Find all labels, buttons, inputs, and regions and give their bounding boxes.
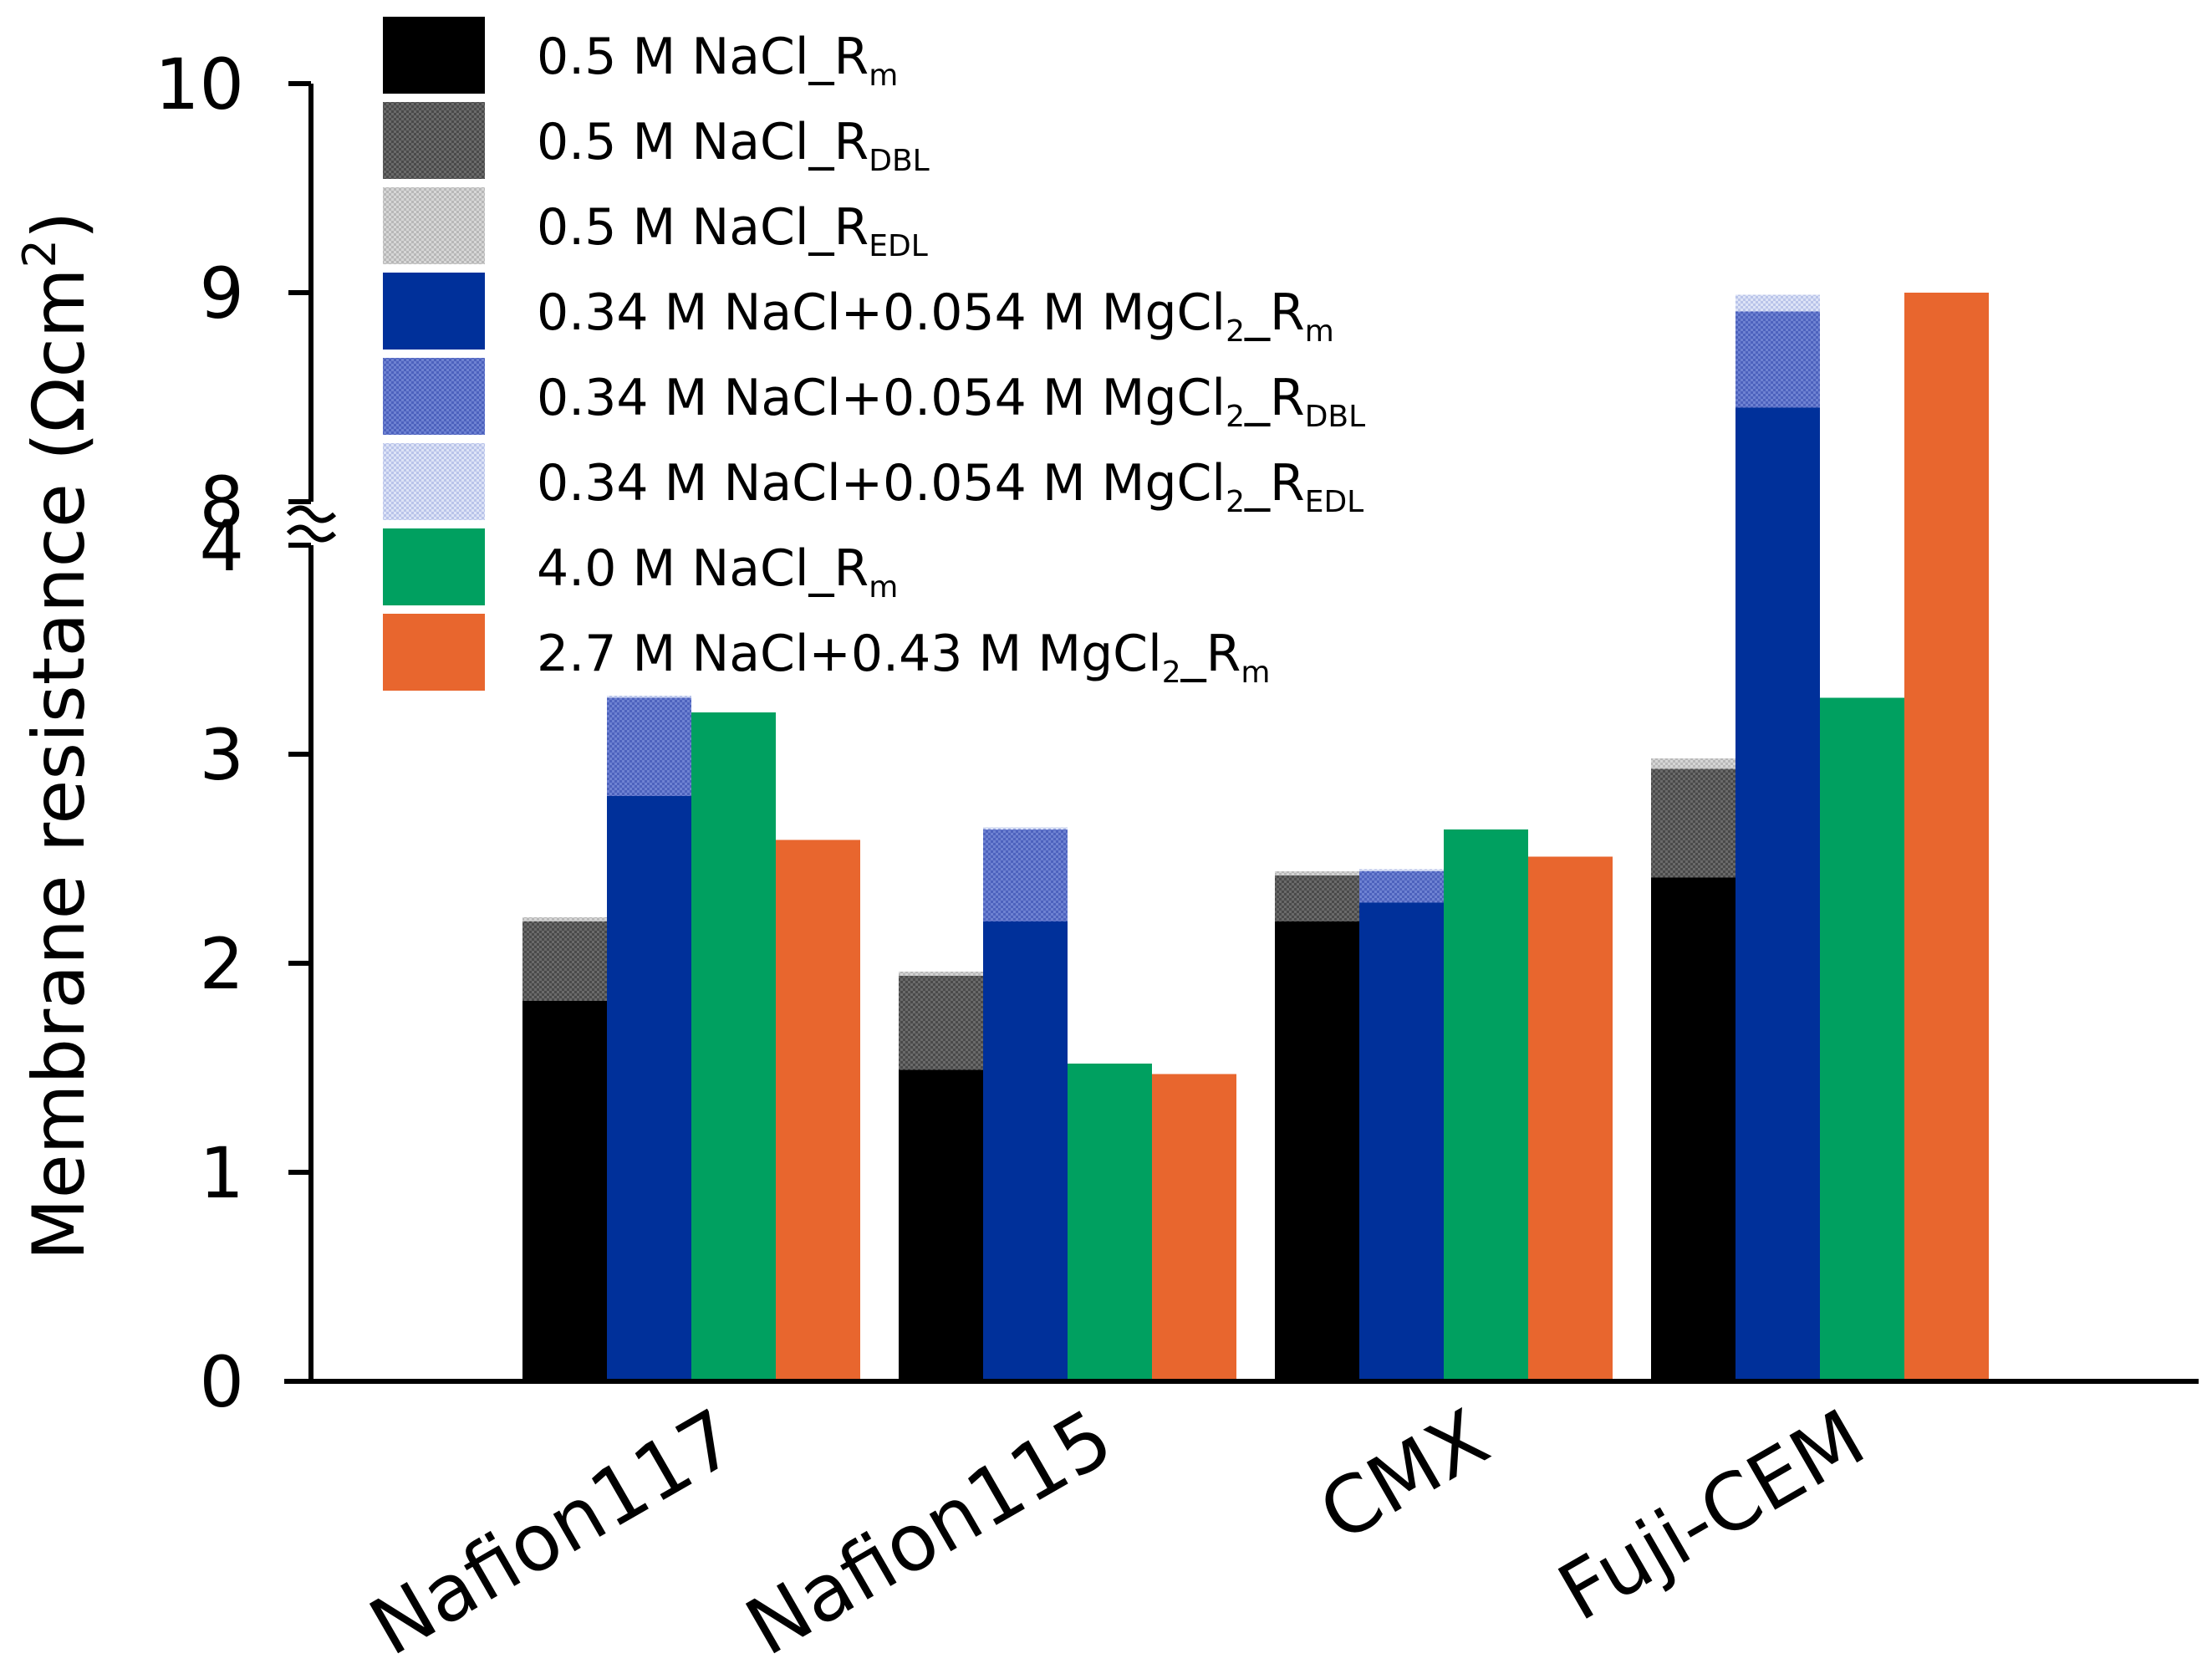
bar-conc_nacl_rm-fuji-cem (1820, 697, 1904, 1381)
bar-nacl_rm-nafion115 (899, 1069, 983, 1381)
category-label: CMX (1305, 1393, 1503, 1560)
bar-mix_rdbl-nafion117 (607, 697, 691, 796)
bar-conc_nacl_rm-nafion117 (691, 712, 776, 1381)
y-axis-label-sup: 2 (13, 239, 66, 268)
bar-mix_redl-cmx (1359, 869, 1444, 871)
legend-label-nacl_rm: 0.5 M NaCl_Rm (537, 28, 898, 93)
bar-nacl_rdbl-nafion115 (899, 976, 983, 1070)
bar-mix_redl-nafion115 (983, 827, 1068, 829)
legend: 0.5 M NaCl_Rm 0.5 M NaCl_RDBL 0.5 M NaCl_R… (383, 17, 1365, 691)
y-axis-label-main: Membrane resistance (Ωcm (18, 268, 101, 1260)
legend-swatch-conc_nacl_rm (383, 528, 485, 605)
y-tick-label: 0 (200, 1341, 244, 1423)
bar-nacl_rm-nafion117 (522, 1001, 607, 1381)
category-label: Nafion115 (731, 1393, 1127, 1674)
bar-nacl_redl-cmx (1275, 871, 1359, 875)
bar-mix_rm-nafion115 (983, 921, 1068, 1381)
legend-swatch-mix_redl (383, 443, 485, 520)
bar-mix_rm-fuji-cem (1735, 407, 1820, 1381)
y-axis-label: Membrane resistance (Ωcm2) (13, 212, 101, 1261)
bar-conc_mix_rm-cmx (1528, 856, 1613, 1381)
bar-conc_mix_rm-nafion115 (1152, 1074, 1236, 1381)
bar-nacl_rdbl-nafion117 (522, 921, 607, 1001)
bar-nacl_rm-cmx (1275, 921, 1359, 1381)
y-tick-label: 9 (200, 253, 244, 334)
legend-swatch-conc_mix_rm (383, 614, 485, 691)
bar-mix_rdbl-fuji-cem (1735, 311, 1820, 408)
y-axis-label-close: ) (18, 212, 101, 240)
bar-conc_mix_rm-fuji-cem (1904, 293, 1989, 1381)
y-tick-label: 3 (200, 714, 244, 796)
legend-label-conc_mix_rm: 2.7 M NaCl+0.43 M MgCl2_Rm (537, 625, 1270, 690)
bar-mix_rm-nafion117 (607, 796, 691, 1381)
y-tick-label: 4 (200, 505, 244, 587)
y-ticks: 0 1 2 3 48 9 10 (155, 43, 311, 1423)
bar-nacl_redl-nafion117 (522, 917, 607, 921)
legend-label-nacl_redl: 0.5 M NaCl_REDL (537, 198, 928, 263)
legend-label-conc_nacl_rm: 4.0 M NaCl_Rm (537, 539, 898, 605)
bar-mix_rm-cmx (1359, 902, 1444, 1381)
bar-nacl_rdbl-cmx (1275, 875, 1359, 921)
category-label: Fuji-CEM (1544, 1393, 1880, 1640)
legend-label-mix_rdbl: 0.34 M NaCl+0.054 M MgCl2_RDBL (537, 369, 1365, 434)
legend-label-nacl_rdbl: 0.5 M NaCl_RDBL (537, 113, 930, 178)
bar-mix_rdbl-cmx (1359, 871, 1444, 903)
bar-mix_rdbl-nafion115 (983, 829, 1068, 921)
bar-nacl_rdbl-fuji-cem (1651, 768, 1735, 878)
legend-swatch-nacl_redl (383, 187, 485, 264)
axis-break-mark (286, 505, 337, 543)
category-label: Nafion117 (355, 1393, 751, 1674)
bar-conc_nacl_rm-cmx (1444, 829, 1528, 1381)
legend-swatch-nacl_rm (383, 17, 485, 94)
legend-swatch-nacl_rdbl (383, 102, 485, 179)
y-tick-label: 10 (155, 43, 244, 125)
bar-conc_nacl_rm-nafion115 (1068, 1064, 1152, 1381)
y-tick-label: 2 (200, 923, 244, 1005)
bar-mix_redl-nafion117 (607, 696, 691, 698)
legend-label-mix_redl: 0.34 M NaCl+0.054 M MgCl2_REDL (537, 454, 1363, 519)
legend-swatch-mix_rdbl (383, 358, 485, 435)
y-tick-label: 1 (200, 1132, 244, 1214)
legend-label-mix_rm: 0.34 M NaCl+0.054 M MgCl2_Rm (537, 283, 1334, 349)
y-tick-label: 8 (200, 462, 244, 544)
bar-nacl_redl-nafion115 (899, 972, 983, 976)
bar-conc_mix_rm-nafion117 (776, 840, 860, 1381)
bar-nacl_rm-fuji-cem (1651, 877, 1735, 1381)
legend-swatch-mix_rm (383, 273, 485, 350)
bar-nacl_redl-fuji-cem (1651, 758, 1735, 769)
bar-mix_redl-fuji-cem (1735, 294, 1820, 312)
bars-layer (522, 293, 1989, 1381)
